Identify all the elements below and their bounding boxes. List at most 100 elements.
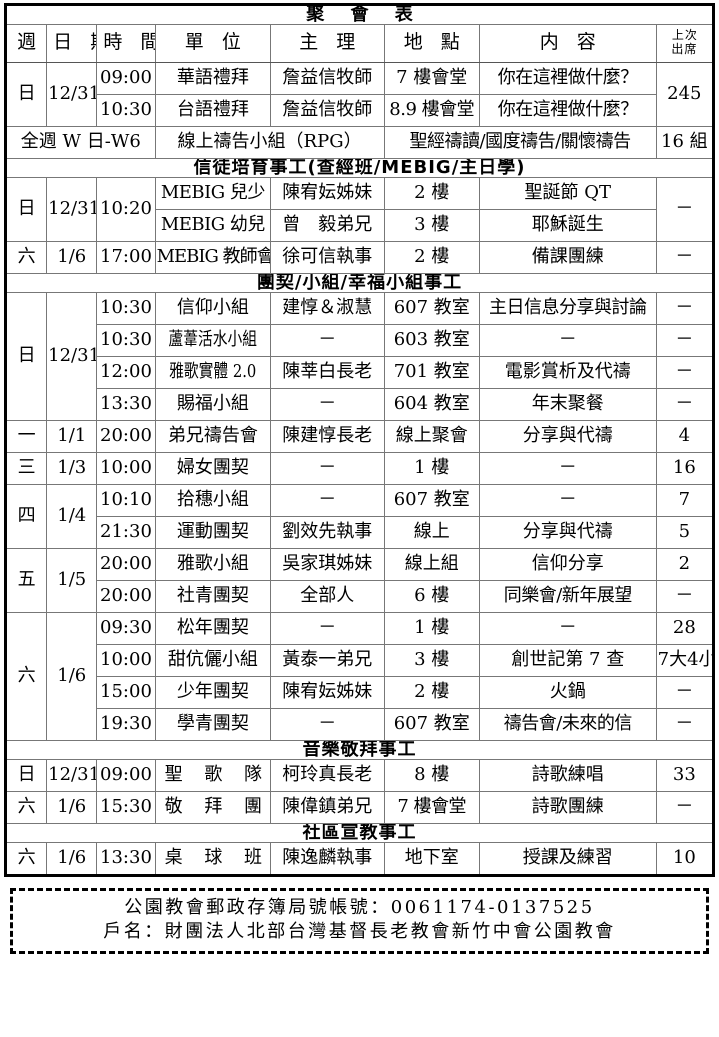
table-row: 日 12/31 10:20 MEBIG 兒少 陳宥妘姊妹 2 樓 聖誕節 QT …	[4, 176, 715, 242]
cell-attendance: －	[655, 240, 715, 274]
cell-time: 21:30	[96, 515, 156, 549]
cell-content: －	[478, 611, 657, 645]
cell-place: 8.9 樓會堂	[383, 93, 480, 127]
cell-rpg-attendance: 16 組	[655, 125, 715, 159]
cell-attendance: 28	[655, 611, 715, 645]
cell-time: 10:00	[96, 643, 156, 677]
cell-week: 六	[4, 790, 48, 824]
table-row: 15:00 少年團契 陳宥妘姊妹 2 樓 火鍋 －	[6, 675, 715, 709]
cell-attendance: 7	[655, 483, 715, 517]
cell-unit: 蘆葦活水小組	[165, 323, 261, 357]
cell-date: 12/31	[46, 291, 98, 421]
cell-unit: MEBIG 教師會	[154, 240, 272, 274]
table-row: 六 1/6 15:30 敬 拜 團 陳偉鎮弟兄 7 樓會堂 詩歌團練 －	[4, 790, 715, 824]
table-row: 日 12/31 09:00 華語禮拜 詹益信牧師 7 樓會堂 你在這裡做什麼？ …	[4, 61, 715, 127]
cell-date: 1/6	[46, 841, 98, 876]
table-row: 13:30 賜福小組 － 604 教室 年末聚餐 －	[6, 387, 715, 421]
cell-unit: 甜伉儷小組	[154, 643, 272, 677]
cell-content: 詩歌團練	[478, 790, 657, 824]
cell-attendance: 33	[655, 758, 715, 792]
table-row: 五 1/5 20:00 雅歌小組 吳家琪姊妹 線上組 信仰分享 2	[4, 547, 715, 613]
cell-attendance: 5	[655, 515, 715, 549]
cell-content: 詩歌練唱	[478, 758, 657, 792]
cell-unit: 敬 拜 團	[154, 790, 272, 824]
schedule-table: 聚 會 表 週 日 期 時 間 單 位 主 理 地 點 内 容 上次 出席 日 …	[4, 3, 715, 877]
cell-leader: －	[270, 323, 385, 357]
table-row: 日 12/31 10:30 信仰小組 建惇＆淑慧 607 教室 主日信息分享與討…	[4, 291, 715, 421]
header-place: 地 點	[383, 24, 480, 63]
cell-leader: －	[270, 387, 385, 421]
cell-leader: 曾 毅弟兄	[270, 208, 385, 242]
cell-leader: 陳逸麟執事	[270, 841, 385, 876]
cell-place: 7 樓會堂	[383, 790, 480, 824]
cell-week: 六	[4, 841, 48, 876]
cell-unit: 華語禮拜	[154, 61, 272, 95]
cell-leader: 詹益信牧師	[270, 61, 385, 95]
cell-leader: 陳宥妘姊妹	[270, 675, 385, 709]
cell-week: 一	[4, 419, 48, 453]
cell-content: 備課團練	[478, 240, 657, 274]
table-row: 20:00 社青團契 全部人 6 樓 同樂會/新年展望 －	[6, 579, 715, 613]
header-week: 週	[4, 24, 48, 63]
cell-week: 四	[4, 483, 48, 549]
cell-date: 12/31	[46, 61, 98, 127]
cell-unit: MEBIG 幼兒	[154, 208, 272, 242]
cell-attendance: －	[655, 387, 715, 421]
table-row: 19:30 學青團契 － 607 教室 禱告會/未來的信 －	[6, 707, 715, 741]
cell-date: 1/5	[46, 547, 98, 613]
cell-leader: 全部人	[270, 579, 385, 613]
cell-time: 17:00	[96, 240, 156, 274]
cell-unit: 社青團契	[154, 579, 272, 613]
section-title-discipleship: 信徒培育事工(查經班/MEBIG/主日學)	[5, 157, 714, 178]
cell-unit: 桌 球 班	[154, 841, 272, 876]
cell-place: 2 樓	[383, 675, 480, 709]
cell-leader: 陳莘白長老	[270, 355, 385, 389]
cell-time: 10:00	[96, 451, 156, 485]
cell-time: 10:10	[96, 483, 156, 517]
cell-leader: －	[270, 707, 385, 741]
cell-week: 六	[4, 240, 48, 274]
cell-unit: 聖 歌 隊	[154, 758, 272, 792]
cell-leader: 黃泰一弟兄	[270, 643, 385, 677]
cell-date: 1/6	[46, 790, 98, 824]
cell-time: 09:00	[96, 61, 156, 95]
header-attendance-line1: 上次	[671, 28, 698, 42]
cell-attendance: －	[655, 176, 715, 242]
section-header-row: 信徒培育事工(查經班/MEBIG/主日學)	[5, 157, 714, 178]
column-header-row: 週 日 期 時 間 單 位 主 理 地 點 内 容 上次 出席	[4, 24, 715, 63]
cell-rpg-unit: 線上禱告小組（RPG）	[154, 125, 385, 159]
cell-time: 15:00	[96, 675, 156, 709]
cell-time: 13:30	[96, 841, 156, 876]
cell-time: 09:00	[96, 758, 156, 792]
table-row: 六 1/6 09:30 松年團契 － 1 樓 － 28	[4, 611, 715, 741]
table-row: 六 1/6 13:30 桌 球 班 陳逸麟執事 地下室 授課及練習 10	[4, 841, 715, 876]
cell-content: 分享與代禱	[478, 419, 657, 453]
cell-unit: 台語禮拜	[154, 93, 272, 127]
section-header-row: 社區宣教事工	[5, 822, 714, 843]
cell-attendance: 7大4小	[655, 643, 715, 677]
cell-rpg-content: 聖經禱讀/國度禱告/關懷禱告	[383, 125, 657, 159]
cell-week: 日	[4, 291, 48, 421]
table-row: 10:30 台語禮拜 詹益信牧師 8.9 樓會堂 你在這裡做什麼？	[6, 93, 714, 127]
cell-attendance: 10	[655, 841, 715, 876]
cell-date: 1/4	[46, 483, 98, 549]
cell-place: 6 樓	[383, 579, 480, 613]
cell-date: 1/3	[46, 451, 98, 485]
bank-account-line2: 戶名：財團法人北部台灣基督長老教會新竹中會公園教會	[103, 920, 616, 942]
cell-leader: －	[270, 483, 385, 517]
table-row: 六 1/6 17:00 MEBIG 教師會 徐可信執事 2 樓 備課團練 －	[4, 240, 715, 274]
cell-attendance: 4	[655, 419, 715, 453]
cell-unit: 弟兄禱告會	[154, 419, 272, 453]
cell-unit: MEBIG 兒少	[154, 176, 272, 210]
cell-leader: －	[270, 451, 385, 485]
section-header-row: 音樂敬拜事工	[5, 739, 714, 760]
cell-time: 19:30	[96, 707, 156, 741]
cell-leader: 柯玲真長老	[270, 758, 385, 792]
header-attendance: 上次 出席	[655, 24, 715, 63]
cell-time: 15:30	[96, 790, 156, 824]
cell-leader: 陳建惇長老	[270, 419, 385, 453]
cell-time: 13:30	[96, 387, 156, 421]
header-content: 内 容	[478, 24, 657, 63]
section-title-music: 音樂敬拜事工	[5, 739, 714, 760]
